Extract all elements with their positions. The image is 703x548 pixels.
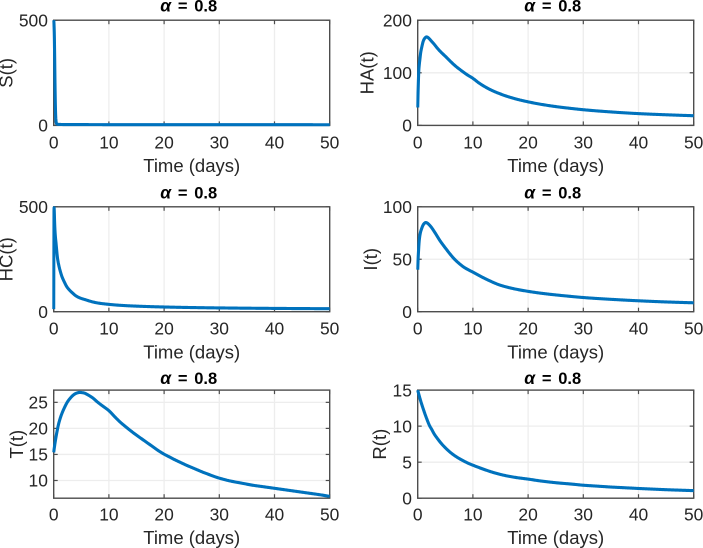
svg-text:50: 50: [320, 504, 339, 524]
svg-text:30: 30: [574, 504, 593, 524]
svg-text:50: 50: [393, 249, 412, 269]
svg-text:500: 500: [19, 10, 48, 30]
svg-text:HA(t): HA(t): [357, 51, 378, 94]
svg-text:30: 30: [210, 133, 229, 153]
svg-text:50: 50: [320, 133, 339, 153]
svg-text:20: 20: [154, 504, 173, 524]
svg-text:0: 0: [402, 488, 412, 508]
svg-text:α = 0.8: α = 0.8: [160, 368, 217, 388]
svg-text:50: 50: [320, 319, 339, 339]
svg-text:40: 40: [629, 319, 648, 339]
svg-text:R(t): R(t): [369, 429, 390, 460]
svg-text:15: 15: [29, 445, 48, 465]
svg-text:α = 0.8: α = 0.8: [524, 183, 581, 203]
svg-text:0: 0: [38, 116, 48, 136]
svg-text:α = 0.8: α = 0.8: [160, 183, 217, 203]
svg-text:40: 40: [265, 319, 284, 339]
svg-text:40: 40: [265, 133, 284, 153]
svg-text:40: 40: [629, 133, 648, 153]
svg-text:5: 5: [402, 452, 412, 472]
svg-text:S(t): S(t): [0, 58, 17, 88]
svg-text:α = 0.8: α = 0.8: [160, 0, 217, 15]
svg-text:50: 50: [684, 504, 703, 524]
svg-text:T(t): T(t): [6, 430, 27, 459]
svg-text:0: 0: [402, 302, 412, 322]
svg-text:Time (days): Time (days): [507, 342, 604, 363]
svg-text:10: 10: [463, 319, 482, 339]
svg-text:20: 20: [154, 319, 173, 339]
svg-text:0: 0: [413, 133, 423, 153]
svg-text:0: 0: [49, 133, 59, 153]
svg-text:50: 50: [684, 133, 703, 153]
svg-text:10: 10: [99, 133, 118, 153]
svg-text:30: 30: [210, 319, 229, 339]
svg-text:10: 10: [99, 319, 118, 339]
svg-text:30: 30: [574, 133, 593, 153]
svg-text:30: 30: [210, 504, 229, 524]
svg-text:Time (days): Time (days): [143, 155, 240, 176]
svg-text:10: 10: [29, 471, 48, 491]
svg-text:10: 10: [463, 504, 482, 524]
svg-text:0: 0: [413, 504, 423, 524]
svg-text:α = 0.8: α = 0.8: [524, 368, 581, 388]
svg-text:Time (days): Time (days): [507, 155, 604, 176]
svg-text:0: 0: [49, 319, 59, 339]
svg-text:15: 15: [393, 380, 412, 400]
svg-text:100: 100: [383, 63, 412, 83]
svg-text:20: 20: [518, 319, 537, 339]
svg-text:20: 20: [29, 419, 48, 439]
svg-text:10: 10: [99, 504, 118, 524]
svg-text:20: 20: [518, 504, 537, 524]
svg-text:40: 40: [265, 504, 284, 524]
svg-text:30: 30: [574, 319, 593, 339]
svg-text:10: 10: [463, 133, 482, 153]
svg-text:0: 0: [402, 116, 412, 136]
svg-text:100: 100: [383, 197, 412, 217]
svg-text:200: 200: [383, 10, 412, 30]
svg-text:500: 500: [19, 197, 48, 217]
svg-text:Time (days): Time (days): [143, 527, 240, 548]
svg-text:25: 25: [29, 393, 48, 413]
svg-text:Time (days): Time (days): [507, 527, 604, 548]
svg-text:20: 20: [518, 133, 537, 153]
svg-text:α = 0.8: α = 0.8: [524, 0, 581, 15]
svg-text:50: 50: [684, 319, 703, 339]
svg-text:0: 0: [38, 302, 48, 322]
svg-text:40: 40: [629, 504, 648, 524]
svg-text:20: 20: [154, 133, 173, 153]
svg-text:10: 10: [393, 416, 412, 436]
svg-text:Time (days): Time (days): [143, 342, 240, 363]
svg-text:I(t): I(t): [360, 248, 381, 271]
svg-text:0: 0: [413, 319, 423, 339]
svg-text:HC(t): HC(t): [0, 237, 17, 281]
svg-text:0: 0: [49, 504, 59, 524]
